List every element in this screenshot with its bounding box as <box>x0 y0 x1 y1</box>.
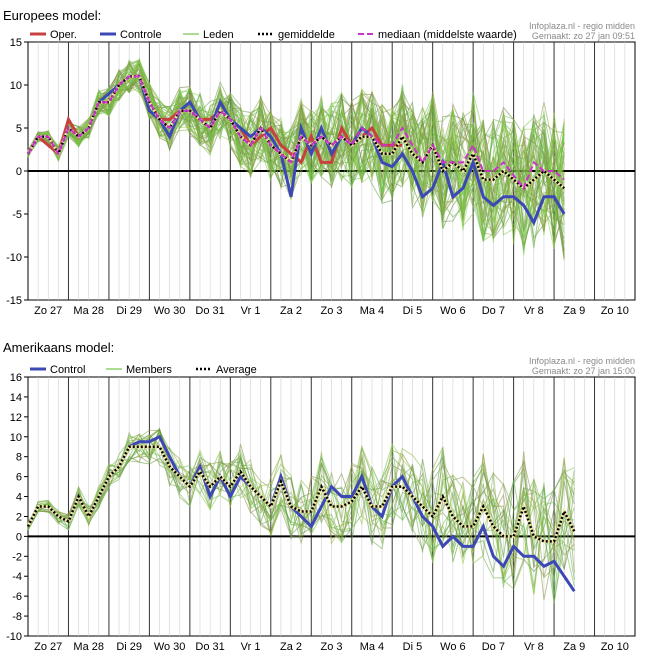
chart-title-europees: Europees model: <box>3 8 102 23</box>
x-tick-label: Do 31 <box>195 305 224 317</box>
member-line <box>27 427 575 580</box>
x-tick-label: Vr 8 <box>524 641 544 653</box>
y-tick-label: -10 <box>6 252 22 264</box>
legend-label: mediaan (middelste waarde) <box>378 29 517 41</box>
x-tick-label: Vr 1 <box>241 641 261 653</box>
member-line <box>27 428 575 571</box>
plot-frame <box>27 376 636 637</box>
y-tick-label: 4 <box>16 492 22 504</box>
series-line-mediaan <box>27 75 565 191</box>
y-tick-label: 12 <box>10 412 22 424</box>
member-line <box>27 434 575 577</box>
series-line-control <box>26 434 576 593</box>
x-tick-label: Zo 27 <box>34 641 62 653</box>
member-line <box>27 447 575 581</box>
x-tick-label: Di 29 <box>116 641 142 653</box>
member-line <box>27 433 575 552</box>
legend-label: Average <box>216 364 257 376</box>
y-tick-label: -15 <box>6 295 22 307</box>
legend-label: Leden <box>203 29 234 41</box>
x-tick-label: Wo 6 <box>440 641 465 653</box>
y-tick-label: -6 <box>12 591 22 603</box>
source-label: Infoplaza.nl - regio midden <box>529 356 635 366</box>
legend-label: Members <box>126 364 172 376</box>
x-tick-label: Vr 8 <box>524 305 544 317</box>
member-line <box>27 65 565 242</box>
made-label: Gemaakt: zo 27 jan 09:51 <box>532 31 635 41</box>
member-line <box>27 439 575 588</box>
y-tick-label: 2 <box>16 511 22 523</box>
y-tick-label: 6 <box>16 472 22 484</box>
x-tick-label: Zo 3 <box>320 305 342 317</box>
source-label: Infoplaza.nl - regio midden <box>529 21 635 31</box>
series-line-average <box>26 445 576 543</box>
legend-label: Oper. <box>50 29 77 41</box>
ensemble-members <box>27 427 575 604</box>
x-tick-label: Di 5 <box>403 305 423 317</box>
x-tick-label: Za 9 <box>563 305 585 317</box>
y-tick-label: 0 <box>16 531 22 543</box>
x-tick-label: Za 9 <box>563 641 585 653</box>
x-tick-label: Ma 28 <box>73 641 104 653</box>
x-tick-label: Za 2 <box>280 305 302 317</box>
x-tick-label: Zo 10 <box>601 305 629 317</box>
x-tick-label: Do 31 <box>195 641 224 653</box>
x-tick-label: Do 7 <box>482 641 505 653</box>
x-tick-label: Wo 30 <box>154 641 186 653</box>
member-line <box>27 440 575 603</box>
x-tick-label: Wo 30 <box>154 305 186 317</box>
x-tick-label: Wo 6 <box>440 305 465 317</box>
member-line <box>27 431 575 579</box>
x-tick-label: Ma 4 <box>360 305 384 317</box>
member-line <box>27 439 575 585</box>
legend-label: Control <box>50 364 85 376</box>
member-line <box>27 429 575 600</box>
member-line <box>27 429 575 587</box>
y-tick-label: 16 <box>10 372 22 384</box>
member-line <box>27 431 575 604</box>
y-tick-label: -2 <box>12 551 22 563</box>
member-line <box>27 434 575 595</box>
x-tick-label: Zo 27 <box>34 305 62 317</box>
y-tick-label: -4 <box>12 571 22 583</box>
x-tick-label: Do 7 <box>482 305 505 317</box>
y-tick-label: 14 <box>10 392 22 404</box>
x-tick-label: Di 5 <box>403 641 423 653</box>
x-tick-label: Za 2 <box>280 641 302 653</box>
y-tick-label: 15 <box>10 37 22 49</box>
x-tick-label: Di 29 <box>116 305 142 317</box>
x-tick-label: Zo 3 <box>320 641 342 653</box>
y-tick-label: 8 <box>16 452 22 464</box>
member-line <box>27 429 575 579</box>
x-tick-label: Zo 10 <box>601 641 629 653</box>
y-tick-label: 0 <box>16 166 22 178</box>
y-tick-label: 5 <box>16 123 22 135</box>
series-line-gemiddelde <box>26 75 565 190</box>
legend-label: gemiddelde <box>278 29 335 41</box>
made-label: Gemaakt: zo 27 jan 15:00 <box>532 366 635 376</box>
y-tick-label: -5 <box>12 209 22 221</box>
member-line <box>27 427 575 590</box>
member-line <box>27 436 575 595</box>
y-tick-label: 10 <box>10 80 22 92</box>
y-tick-label: -8 <box>12 611 22 623</box>
member-line <box>27 433 575 582</box>
x-tick-label: Ma 28 <box>73 305 104 317</box>
member-line <box>27 428 575 587</box>
member-line <box>27 60 565 236</box>
legend-label: Controle <box>120 29 162 41</box>
member-line <box>27 427 575 596</box>
x-tick-label: Ma 4 <box>360 641 384 653</box>
x-tick-label: Vr 1 <box>241 305 261 317</box>
member-line <box>27 427 575 571</box>
y-tick-label: -10 <box>6 631 22 643</box>
series-underlay <box>26 445 576 543</box>
chart-europees: 15 10 5 0 -5 -10 -15 Zo 27 Ma 28 Di 29 Wo 30 Do 31 V… <box>6 21 636 317</box>
y-tick-label: 10 <box>10 432 22 444</box>
chart-title-amerikaans: Amerikaans model: <box>3 340 115 355</box>
